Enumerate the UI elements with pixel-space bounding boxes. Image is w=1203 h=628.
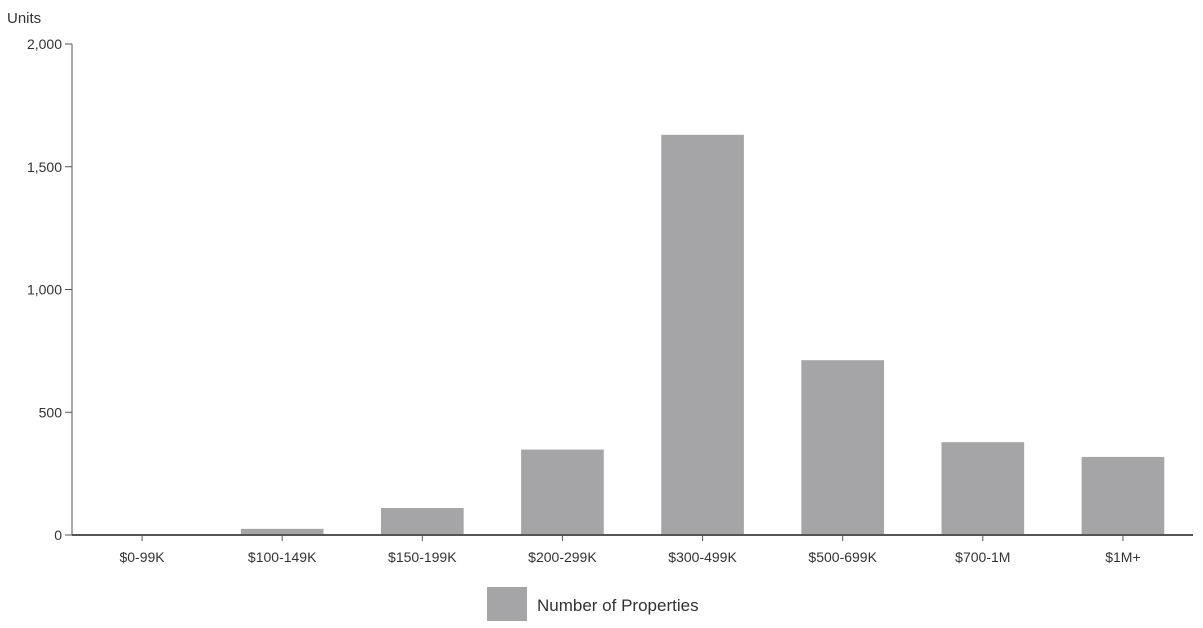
y-tick-label: 1,500: [27, 159, 62, 175]
bar: [1081, 456, 1165, 535]
bar: [521, 449, 604, 535]
bar: [941, 442, 1025, 535]
y-tick-label: 0: [54, 527, 62, 543]
x-tick-label: $500-699K: [808, 549, 877, 565]
legend: Number of Properties: [487, 587, 699, 621]
bar: [240, 528, 324, 535]
x-tick-label: $0-99K: [119, 549, 165, 565]
bar: [661, 134, 744, 535]
x-tick-label: $100-149K: [248, 549, 317, 565]
x-tick-label: $300-499K: [668, 549, 737, 565]
legend-swatch: [487, 587, 527, 621]
y-axis-ticks: 0 500 1,000 1,500 2,000: [27, 36, 72, 543]
x-tick-label: $700-1M: [955, 549, 1010, 565]
bar: [801, 360, 885, 535]
x-axis-labels: $0-99K $100-149K $150-199K $200-299K $300-49…: [119, 535, 1141, 565]
y-axis-label: Units: [7, 10, 41, 27]
y-tick-label: 2,000: [27, 36, 62, 52]
x-tick-label: $1M+: [1105, 549, 1140, 565]
bars: [240, 134, 1165, 535]
legend-label: Number of Properties: [537, 596, 699, 615]
bar: [380, 507, 464, 535]
y-tick-label: 1,000: [27, 282, 62, 298]
x-tick-label: $150-199K: [388, 549, 457, 565]
x-tick-label: $200-299K: [528, 549, 597, 565]
y-tick-label: 500: [39, 404, 63, 420]
